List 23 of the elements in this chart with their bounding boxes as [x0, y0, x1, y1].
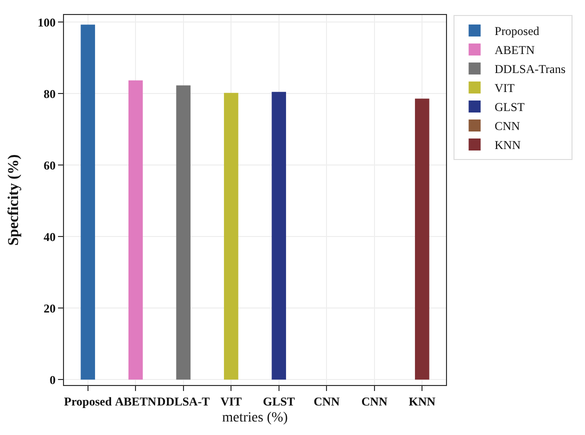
- y-tick-label: 40: [44, 230, 56, 244]
- y-tick-label: 80: [44, 86, 56, 101]
- legend-label: ABETN: [494, 43, 535, 58]
- x-tick-label: VIT: [220, 394, 242, 408]
- x-tick-label: Proposed: [64, 394, 112, 408]
- legend-label: CNN: [494, 119, 520, 134]
- y-tick-label: 20: [44, 301, 56, 316]
- x-tick-label: ABETN: [114, 394, 157, 408]
- y-tick-label: 0: [50, 372, 56, 387]
- x-tick-label: GLST: [262, 394, 295, 408]
- y-tick-label: 60: [44, 158, 56, 172]
- x-axis-title: metries (%): [222, 410, 288, 426]
- x-tick-label: CNN: [361, 394, 388, 408]
- legend-label: Proposed: [494, 24, 540, 38]
- x-tick-label: DDLSA-T: [157, 394, 210, 408]
- y-axis-title: Specficity (%): [6, 154, 22, 246]
- legend-label: VIT: [494, 81, 516, 96]
- x-tick-label: KNN: [408, 394, 436, 408]
- legend-label: KNN: [494, 138, 521, 152]
- y-tick-label: 100: [38, 15, 56, 30]
- legend-label: GLST: [494, 100, 526, 114]
- legend-label: DDLSA-Trans: [494, 62, 566, 76]
- x-tick-label: CNN: [314, 394, 340, 408]
